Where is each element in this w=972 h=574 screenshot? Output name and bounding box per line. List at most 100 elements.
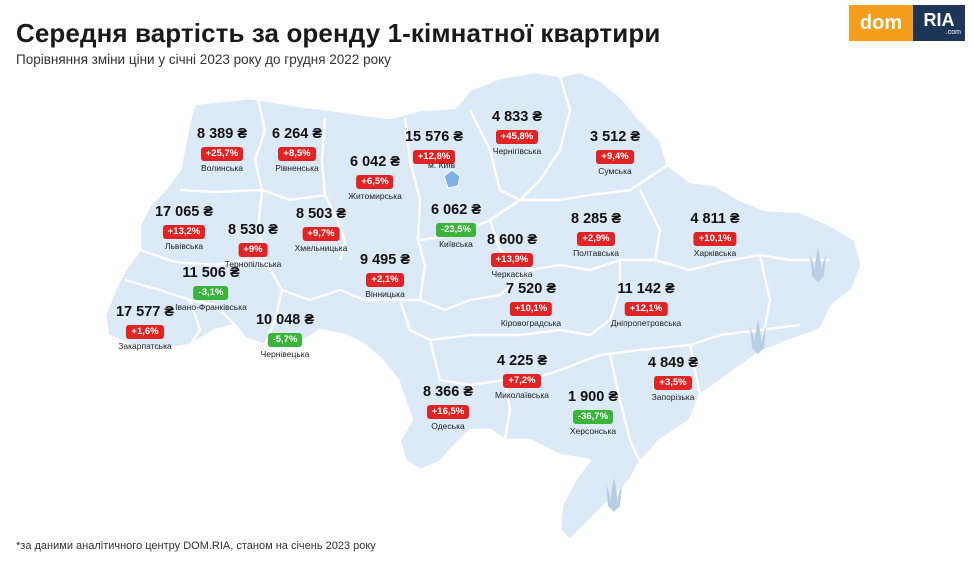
region-change-badge: +9,4% <box>596 150 634 164</box>
region-change-badge: -23,5% <box>435 223 477 237</box>
region-name: Івано-Франківська <box>175 302 247 312</box>
region-price: 4 225 ₴ <box>497 353 547 369</box>
region-change-badge: +1,6% <box>126 325 164 339</box>
region-zhytomyr: 6 042 ₴ +6,5% Житомирська <box>348 154 402 202</box>
logo-dom: dom <box>849 5 913 41</box>
region-price: 1 900 ₴ <box>568 389 618 405</box>
region-kirovohrad: 7 520 ₴ +10,1% Кіровоградська <box>501 281 561 329</box>
region-name: Закарпатська <box>118 341 172 351</box>
region-mykolaiv: 4 225 ₴ +7,2% Миколаївська <box>495 353 549 401</box>
country-shape <box>103 70 864 542</box>
region-price: 3 512 ₴ <box>590 129 640 145</box>
region-change-badge: +12,1% <box>624 302 668 316</box>
region-cherkasy: 8 600 ₴ +13,9% Черкаська <box>487 232 537 280</box>
region-price: 4 833 ₴ <box>492 109 542 125</box>
region-change-badge: -5,7% <box>267 333 303 347</box>
region-change-badge: +9% <box>238 243 268 257</box>
region-price: 17 065 ₴ <box>154 204 214 220</box>
region-price: 11 506 ₴ <box>182 265 240 281</box>
region-price: 8 503 ₴ <box>296 206 346 222</box>
trident-icon <box>810 248 826 282</box>
region-kharkiv: 4 811 ₴ +10,1% Харківська <box>690 211 739 259</box>
region-price: 7 520 ₴ <box>506 281 556 297</box>
region-change-badge: +25,7% <box>200 147 244 161</box>
region-zaporizhzhia: 4 849 ₴ +3,5% Запорізька <box>648 355 698 403</box>
region-chernihiv: 4 833 ₴ +45,8% Чернігівська <box>492 109 542 157</box>
region-kyiv-city: 15 576 ₴ +12,8% <box>405 129 463 164</box>
region-change-badge: +45,8% <box>495 130 539 144</box>
region-change-badge: +10,1% <box>693 232 737 246</box>
region-chernivtsi: 10 048 ₴ -5,7% Чернівецька <box>256 312 314 360</box>
region-name: Харківська <box>693 248 737 258</box>
region-name: Запорізька <box>651 392 695 402</box>
region-name: Херсонська <box>569 426 617 436</box>
region-kyiv-oblast: 6 062 ₴ -23,5% Київська <box>431 202 481 250</box>
region-price: 9 495 ₴ <box>360 252 410 268</box>
region-change-badge: +7,2% <box>503 374 541 388</box>
region-price: 8 366 ₴ <box>423 384 473 400</box>
region-name: Тернопільська <box>224 259 282 269</box>
region-name: Миколаївська <box>495 390 549 400</box>
region-price: 4 849 ₴ <box>648 355 698 371</box>
region-price: 8 389 ₴ <box>197 126 247 142</box>
region-name: Рівненська <box>275 163 319 173</box>
region-change-badge: +16,5% <box>426 405 470 419</box>
region-name: Київська <box>439 239 473 249</box>
region-change-badge: +3,5% <box>654 376 692 390</box>
region-price: 6 062 ₴ <box>431 202 481 218</box>
region-name: Вінницька <box>365 289 405 299</box>
region-change-badge: +10,1% <box>509 302 553 316</box>
region-rivne: 6 264 ₴ +8,5% Рівненська <box>272 126 322 174</box>
region-change-badge: -3,1% <box>193 286 229 300</box>
logo-suffix: .com <box>945 28 961 36</box>
region-price: 17 577 ₴ <box>115 304 175 320</box>
trident-icon <box>606 478 622 512</box>
region-price: 8 600 ₴ <box>487 232 537 248</box>
region-price: 10 048 ₴ <box>255 312 315 328</box>
region-change-badge: +12,8% <box>412 150 456 164</box>
region-lviv: 17 065 ₴ +13,2% Львівська <box>155 204 213 252</box>
trident-icon <box>750 320 766 354</box>
region-volyn: 8 389 ₴ +25,7% Волинська <box>197 126 247 174</box>
region-change-badge: +2,1% <box>366 273 404 287</box>
region-name: Волинська <box>201 163 243 173</box>
region-price: 11 142 ₴ <box>617 281 675 297</box>
region-ivano-frankivsk: 11 506 ₴ -3,1% Івано-Франківська <box>175 265 247 313</box>
region-price: 6 264 ₴ <box>272 126 322 142</box>
region-name: Кіровоградська <box>500 318 562 328</box>
region-ternopil: 8 530 ₴ +9% Тернопільська <box>225 222 282 270</box>
kyiv-city-label: м. Київ <box>428 160 456 170</box>
region-name: Дніпропетровська <box>610 318 682 328</box>
page-subtitle: Порівняння зміни ціни у січні 2023 року … <box>16 52 391 67</box>
logo-ria-text: RIA <box>923 9 955 30</box>
region-name: Чернівецька <box>260 349 310 359</box>
region-change-badge: +13,9% <box>490 253 534 267</box>
region-change-badge: +9,7% <box>302 227 340 241</box>
region-name: Полтавська <box>573 248 619 258</box>
region-sumy: 3 512 ₴ +9,4% Сумська <box>590 129 640 177</box>
region-change-badge: +6,5% <box>356 175 394 189</box>
region-vinnytsia: 9 495 ₴ +2,1% Вінницька <box>360 252 410 300</box>
region-change-badge: +13,2% <box>162 225 206 239</box>
region-change-badge: +8,5% <box>278 147 316 161</box>
source-footnote: *за даними аналітичного центру DOM.RIA, … <box>16 540 376 552</box>
region-name: Сумська <box>598 166 632 176</box>
region-price: 15 576 ₴ <box>404 129 464 145</box>
region-kherson: 1 900 ₴ -36,7% Херсонська <box>568 389 618 437</box>
region-poltava: 8 285 ₴ +2,9% Полтавська <box>571 211 621 259</box>
region-name: Львівська <box>164 241 204 251</box>
region-price: 8 530 ₴ <box>227 222 278 238</box>
region-change-badge: +2,9% <box>577 232 615 246</box>
region-name: Житомирська <box>348 191 402 201</box>
region-name: Черкаська <box>491 269 533 279</box>
region-price: 4 811 ₴ <box>690 211 740 227</box>
region-odesa: 8 366 ₴ +16,5% Одеська <box>423 384 473 432</box>
region-price: 6 042 ₴ <box>349 154 400 170</box>
page-title: Середня вартість за оренду 1-кімнатної к… <box>16 18 661 48</box>
logo-ria: RIA .com <box>913 5 965 41</box>
domria-logo[interactable]: dom RIA .com <box>849 5 965 41</box>
region-khmelnytskyi: 8 503 ₴ +9,7% Хмельницька <box>295 206 348 254</box>
region-name: Одеська <box>431 421 465 431</box>
region-zakarpattia: 17 577 ₴ +1,6% Закарпатська <box>116 304 174 352</box>
